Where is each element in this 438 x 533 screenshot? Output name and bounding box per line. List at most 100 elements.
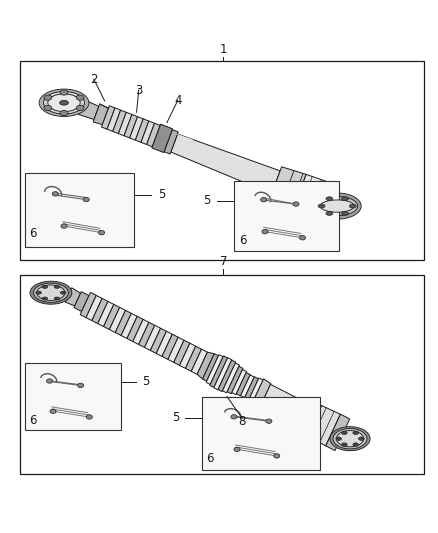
Ellipse shape <box>261 198 267 202</box>
Polygon shape <box>206 354 223 384</box>
Ellipse shape <box>37 285 65 301</box>
Polygon shape <box>307 406 340 446</box>
Polygon shape <box>118 112 132 136</box>
Polygon shape <box>270 167 306 209</box>
Ellipse shape <box>333 429 367 449</box>
Polygon shape <box>232 369 247 394</box>
Polygon shape <box>248 378 263 403</box>
Ellipse shape <box>36 291 42 294</box>
Ellipse shape <box>33 283 68 302</box>
Ellipse shape <box>336 431 364 447</box>
Polygon shape <box>86 295 102 320</box>
Polygon shape <box>124 115 138 138</box>
Polygon shape <box>237 373 250 396</box>
Ellipse shape <box>76 106 84 110</box>
Polygon shape <box>80 293 96 318</box>
Ellipse shape <box>30 281 72 304</box>
Ellipse shape <box>336 437 342 440</box>
Ellipse shape <box>99 230 105 235</box>
Ellipse shape <box>44 95 52 100</box>
Polygon shape <box>152 124 173 152</box>
Polygon shape <box>191 349 208 374</box>
Bar <box>202 398 320 470</box>
Ellipse shape <box>42 297 48 300</box>
Polygon shape <box>210 356 228 387</box>
Polygon shape <box>202 354 219 381</box>
Polygon shape <box>115 310 131 335</box>
Ellipse shape <box>317 197 358 216</box>
Polygon shape <box>65 288 81 306</box>
Polygon shape <box>127 316 143 342</box>
Polygon shape <box>133 319 149 344</box>
Polygon shape <box>98 301 114 327</box>
Bar <box>25 362 121 430</box>
Polygon shape <box>168 337 184 362</box>
Ellipse shape <box>54 297 60 300</box>
Ellipse shape <box>234 447 240 451</box>
Polygon shape <box>171 134 280 194</box>
Polygon shape <box>293 174 327 217</box>
Polygon shape <box>314 182 333 220</box>
Ellipse shape <box>342 197 349 200</box>
Ellipse shape <box>76 95 84 100</box>
Ellipse shape <box>349 204 356 208</box>
Polygon shape <box>92 298 108 324</box>
Text: 7: 7 <box>219 255 227 268</box>
Polygon shape <box>113 110 126 134</box>
Polygon shape <box>164 130 178 154</box>
Polygon shape <box>326 414 350 450</box>
Text: 5: 5 <box>203 195 210 207</box>
Ellipse shape <box>274 454 280 458</box>
Polygon shape <box>260 384 304 424</box>
Ellipse shape <box>46 379 53 383</box>
Text: 6: 6 <box>239 234 246 247</box>
Ellipse shape <box>300 236 306 240</box>
Ellipse shape <box>60 100 68 105</box>
Ellipse shape <box>320 200 354 212</box>
Polygon shape <box>252 379 271 407</box>
Polygon shape <box>141 121 155 144</box>
Ellipse shape <box>318 204 325 208</box>
Ellipse shape <box>52 192 58 196</box>
Text: 6: 6 <box>29 414 37 426</box>
Ellipse shape <box>342 443 347 446</box>
Ellipse shape <box>48 94 80 111</box>
Polygon shape <box>294 402 321 435</box>
Polygon shape <box>223 363 240 393</box>
Polygon shape <box>107 108 120 132</box>
Polygon shape <box>139 322 155 348</box>
Polygon shape <box>150 328 166 353</box>
Ellipse shape <box>353 443 359 446</box>
Ellipse shape <box>86 415 92 419</box>
Text: 6: 6 <box>206 452 214 465</box>
Text: 5: 5 <box>158 188 165 201</box>
Bar <box>234 181 339 251</box>
Text: 5: 5 <box>172 411 180 424</box>
Ellipse shape <box>60 90 68 95</box>
Ellipse shape <box>78 383 84 387</box>
Ellipse shape <box>43 92 85 114</box>
Text: 8: 8 <box>238 415 246 428</box>
Ellipse shape <box>359 437 364 440</box>
Ellipse shape <box>313 193 361 219</box>
Polygon shape <box>214 358 232 390</box>
Ellipse shape <box>44 106 52 110</box>
Ellipse shape <box>326 197 333 200</box>
Ellipse shape <box>50 409 56 414</box>
Polygon shape <box>197 352 214 379</box>
Ellipse shape <box>61 224 67 228</box>
Ellipse shape <box>266 419 272 423</box>
Polygon shape <box>180 343 196 368</box>
Polygon shape <box>147 123 160 147</box>
Ellipse shape <box>353 431 359 434</box>
Polygon shape <box>244 377 258 400</box>
Ellipse shape <box>330 426 370 451</box>
Ellipse shape <box>60 110 68 116</box>
Polygon shape <box>79 100 99 119</box>
Polygon shape <box>174 340 190 366</box>
Ellipse shape <box>60 291 66 294</box>
Polygon shape <box>162 334 178 359</box>
Ellipse shape <box>293 202 299 206</box>
Ellipse shape <box>326 212 333 215</box>
Ellipse shape <box>342 212 349 215</box>
